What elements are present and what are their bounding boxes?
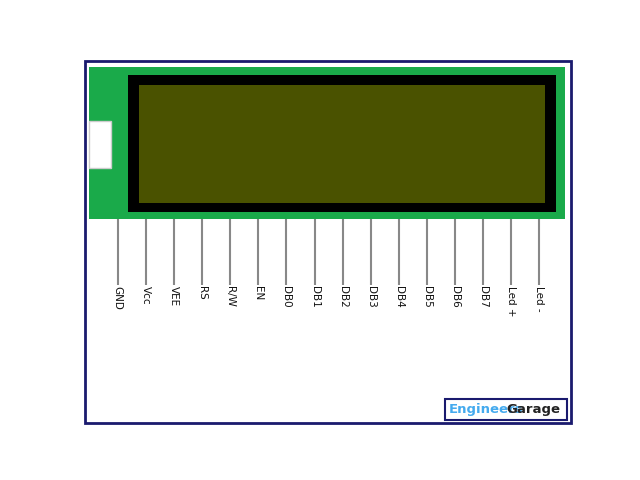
- Bar: [90, 121, 111, 168]
- Text: DB5: DB5: [422, 286, 432, 308]
- Bar: [445, 399, 566, 420]
- Text: Garage: Garage: [507, 403, 561, 416]
- Bar: [128, 74, 556, 212]
- Text: DB4: DB4: [394, 286, 404, 308]
- Text: Led +: Led +: [506, 286, 516, 317]
- Text: DB6: DB6: [450, 286, 460, 308]
- Text: Led -: Led -: [534, 286, 545, 312]
- Text: Vcc: Vcc: [141, 286, 151, 305]
- Text: RS: RS: [197, 286, 207, 300]
- Text: R/W: R/W: [225, 286, 236, 307]
- Text: VEE: VEE: [169, 286, 179, 306]
- Text: DB7: DB7: [478, 286, 488, 308]
- Bar: [139, 84, 545, 203]
- Text: EN: EN: [253, 286, 263, 300]
- Text: DB0: DB0: [282, 286, 291, 308]
- Bar: [90, 67, 565, 219]
- Text: GND: GND: [113, 286, 123, 310]
- Text: DB1: DB1: [310, 286, 319, 308]
- Text: DB2: DB2: [338, 286, 348, 308]
- Text: Engineers: Engineers: [449, 403, 524, 416]
- Text: DB3: DB3: [365, 286, 376, 308]
